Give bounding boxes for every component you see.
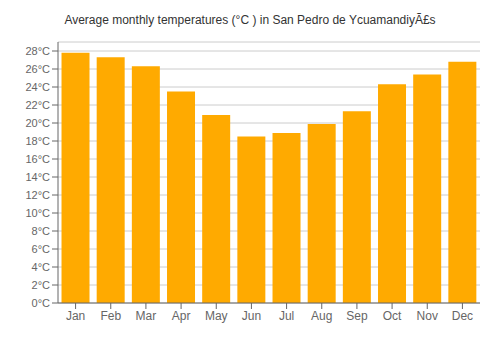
svg-text:22°C: 22°C: [25, 99, 50, 111]
svg-text:Nov: Nov: [417, 309, 438, 323]
svg-text:24°C: 24°C: [25, 81, 50, 93]
svg-text:2°C: 2°C: [32, 279, 51, 291]
svg-text:14°C: 14°C: [25, 171, 50, 183]
svg-text:6°C: 6°C: [32, 243, 51, 255]
svg-text:8°C: 8°C: [32, 225, 51, 237]
svg-text:Jan: Jan: [66, 309, 85, 323]
svg-text:4°C: 4°C: [32, 261, 51, 273]
svg-text:Jun: Jun: [242, 309, 261, 323]
svg-text:Aug: Aug: [311, 309, 332, 323]
svg-text:16°C: 16°C: [25, 153, 50, 165]
svg-text:18°C: 18°C: [25, 135, 50, 147]
svg-text:12°C: 12°C: [25, 189, 50, 201]
svg-text:Jul: Jul: [279, 309, 294, 323]
svg-text:Apr: Apr: [172, 309, 191, 323]
svg-text:0°C: 0°C: [32, 297, 51, 309]
svg-text:Sep: Sep: [346, 309, 368, 323]
svg-text:Dec: Dec: [452, 309, 473, 323]
html-text:Average monthly temperatures (: Average monthly temperatures (°C ) in Sa…: [64, 13, 436, 27]
svg-text:20°C: 20°C: [25, 117, 50, 129]
svg-text:Oct: Oct: [383, 309, 402, 323]
svg-text:Mar: Mar: [136, 309, 157, 323]
svg-text:10°C: 10°C: [25, 207, 50, 219]
svg-text:26°C: 26°C: [25, 63, 50, 75]
svg-text:May: May: [205, 309, 228, 323]
svg-text:Feb: Feb: [100, 309, 121, 323]
svg-text:28°C: 28°C: [25, 45, 50, 57]
